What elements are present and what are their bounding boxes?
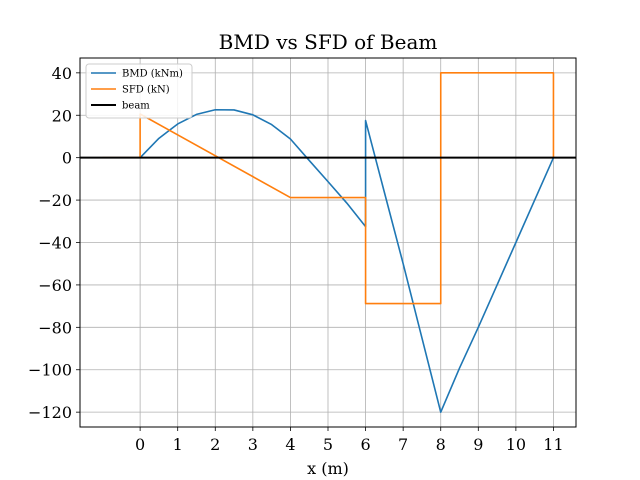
- x-tick-label: 4: [285, 435, 295, 454]
- x-tick-label: 5: [323, 435, 333, 454]
- x-tick-label: 10: [506, 435, 526, 454]
- y-tick-label: −100: [28, 361, 72, 380]
- legend-label: beam: [122, 101, 150, 112]
- y-tick-label: −40: [38, 234, 72, 253]
- sfd-line: [102, 72, 555, 305]
- y-tick-label: −60: [38, 276, 72, 295]
- x-tick-label: 1: [173, 435, 183, 454]
- bmd-line: [139, 108, 555, 413]
- legend-label: BMD (kNm): [122, 69, 183, 80]
- y-tick-label: 20: [52, 106, 72, 125]
- y-tick-label: −80: [38, 318, 72, 337]
- x-axis-ticks: 0 1 2 3 4 5 6 7 8 9 10 11: [135, 427, 564, 454]
- x-tick-label: 11: [543, 435, 563, 454]
- series-lines: [80, 72, 576, 413]
- x-tick-label: 8: [436, 435, 446, 454]
- y-tick-label: 0: [62, 149, 72, 168]
- x-tick-label: 9: [473, 435, 483, 454]
- x-tick-label: 0: [135, 435, 145, 454]
- x-tick-label: 2: [210, 435, 220, 454]
- chart-title: BMD vs SFD of Beam: [219, 30, 438, 54]
- y-axis-ticks: 40 20 0 −20 −40 −60 −80 −100 −120: [28, 64, 80, 422]
- y-tick-label: 40: [52, 64, 72, 83]
- x-tick-label: 7: [398, 435, 408, 454]
- x-tick-label: 3: [248, 435, 258, 454]
- y-tick-label: −120: [28, 403, 72, 422]
- legend: BMD (kNm) SFD (kN) beam: [85, 63, 193, 119]
- y-tick-label: −20: [38, 191, 72, 210]
- legend-label: SFD (kN): [122, 85, 170, 96]
- x-tick-label: 6: [360, 435, 370, 454]
- x-axis-label: x (m): [307, 459, 349, 478]
